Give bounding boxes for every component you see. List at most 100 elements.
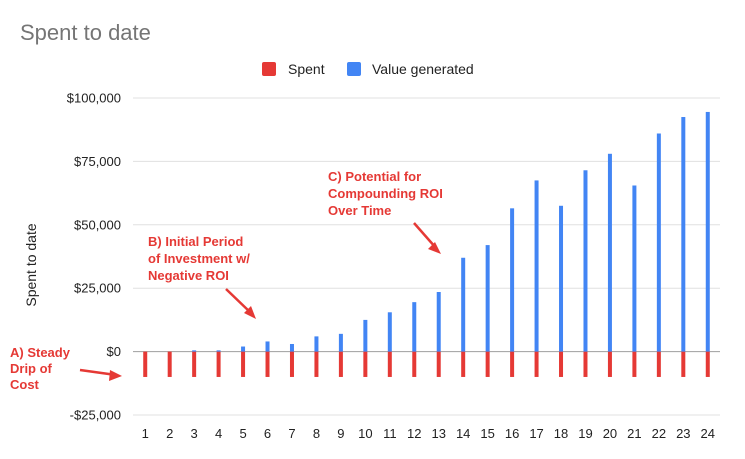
bar-value-generated bbox=[607, 153, 612, 352]
bar-value-generated bbox=[436, 292, 441, 352]
bar-spent bbox=[363, 351, 368, 377]
x-tick-label: 15 bbox=[480, 426, 494, 441]
bar-value-generated bbox=[192, 350, 197, 352]
x-tick-label: 10 bbox=[358, 426, 372, 441]
annotation-b: B) Initial Period of Investment w/ Negat… bbox=[148, 234, 256, 319]
annotation-c: C) Potential for Compounding ROI Over Ti… bbox=[328, 169, 443, 254]
bar-spent bbox=[583, 351, 588, 377]
bar-value-generated bbox=[241, 346, 246, 352]
bar-value-generated bbox=[314, 336, 319, 352]
bar-spent bbox=[705, 351, 710, 377]
x-tick-label: 1 bbox=[142, 426, 149, 441]
y-tick-labels: $100,000 $75,000 $50,000 $25,000 $0 -$25,000 bbox=[67, 91, 121, 423]
bar-spent bbox=[436, 351, 441, 377]
y-tick-label: -$25,000 bbox=[70, 408, 121, 423]
x-tick-label: 18 bbox=[554, 426, 568, 441]
x-tick-label: 6 bbox=[264, 426, 271, 441]
x-tick-label: 17 bbox=[529, 426, 543, 441]
bar-spent bbox=[461, 351, 466, 377]
annotation-c-line-2: Compounding ROI bbox=[328, 186, 443, 201]
x-tick-label: 5 bbox=[239, 426, 246, 441]
bar-value-generated bbox=[461, 257, 466, 352]
bar-spent bbox=[241, 351, 246, 377]
x-tick-label: 22 bbox=[652, 426, 666, 441]
legend: Spent Value generated bbox=[262, 61, 474, 77]
annotation-a-line-1: A) Steady bbox=[10, 345, 71, 360]
chart-title: Spent to date bbox=[20, 20, 151, 45]
bar-spent bbox=[167, 351, 172, 377]
bar-value-generated bbox=[510, 208, 515, 352]
y-tick-label: $100,000 bbox=[67, 91, 121, 106]
annotation-a-arrowhead-icon bbox=[109, 370, 122, 381]
annotation-c-line-1: C) Potential for bbox=[328, 169, 421, 184]
x-tick-label: 9 bbox=[337, 426, 344, 441]
x-tick-label: 11 bbox=[383, 426, 397, 441]
bar-value-generated bbox=[583, 170, 588, 352]
x-tick-label: 21 bbox=[627, 426, 641, 441]
bar-value-generated bbox=[632, 185, 637, 352]
bars bbox=[143, 111, 710, 377]
x-tick-label: 14 bbox=[456, 426, 470, 441]
annotation-b-line-1: B) Initial Period bbox=[148, 234, 243, 249]
bar-value-generated bbox=[485, 245, 490, 352]
bar-spent bbox=[485, 351, 490, 377]
x-tick-labels: 1 2 3 4 5 6 7 8 9 10 11 12 13 14 15 16 17 18 19 20 21 22 23 24 bbox=[142, 426, 715, 441]
bar-value-generated bbox=[387, 312, 392, 352]
x-tick-label: 2 bbox=[166, 426, 173, 441]
annotation-c-arrowhead-icon bbox=[428, 242, 441, 254]
x-tick-label: 8 bbox=[313, 426, 320, 441]
bar-spent bbox=[632, 351, 637, 377]
bar-spent bbox=[314, 351, 319, 377]
bar-spent bbox=[143, 351, 148, 377]
y-tick-label: $50,000 bbox=[74, 217, 121, 232]
legend-swatch-spent bbox=[262, 62, 276, 76]
annotation-c-arrow-icon bbox=[413, 222, 437, 249]
bar-spent bbox=[192, 351, 197, 377]
gridlines bbox=[133, 97, 720, 416]
bar-value-generated bbox=[656, 133, 661, 352]
x-tick-label: 7 bbox=[288, 426, 295, 441]
x-tick-label: 20 bbox=[603, 426, 617, 441]
bar-spent bbox=[607, 351, 612, 377]
legend-label-spent: Spent bbox=[288, 61, 325, 77]
bar-spent bbox=[265, 351, 270, 377]
x-tick-label: 23 bbox=[676, 426, 690, 441]
y-axis-label: Spent to date bbox=[23, 223, 39, 307]
x-tick-label: 19 bbox=[578, 426, 592, 441]
y-tick-label: $25,000 bbox=[74, 281, 121, 296]
bar-value-generated bbox=[705, 111, 710, 352]
bar-spent bbox=[681, 351, 686, 377]
annotation-b-line-3: Negative ROI bbox=[148, 268, 229, 283]
annotation-c-line-3: Over Time bbox=[328, 203, 391, 218]
x-tick-label: 12 bbox=[407, 426, 421, 441]
x-tick-label: 24 bbox=[701, 426, 715, 441]
x-tick-label: 4 bbox=[215, 426, 222, 441]
bar-value-generated bbox=[412, 302, 417, 352]
bar-value-generated bbox=[338, 333, 343, 352]
bar-spent bbox=[216, 351, 221, 377]
annotation-b-arrow-icon bbox=[225, 288, 252, 314]
bar-value-generated bbox=[681, 117, 686, 352]
annotation-b-line-2: of Investment w/ bbox=[148, 251, 250, 266]
bar-value-generated bbox=[559, 205, 564, 352]
bar-spent bbox=[559, 351, 564, 377]
annotation-a-line-3: Cost bbox=[10, 377, 40, 392]
x-tick-label: 13 bbox=[431, 426, 445, 441]
bar-spent bbox=[289, 351, 294, 377]
annotation-b-arrowhead-icon bbox=[244, 306, 256, 319]
y-tick-label: $75,000 bbox=[74, 154, 121, 169]
bar-spent bbox=[412, 351, 417, 377]
bar-spent bbox=[338, 351, 343, 377]
x-tick-label: 3 bbox=[191, 426, 198, 441]
bar-value-generated bbox=[363, 319, 368, 352]
legend-label-value: Value generated bbox=[372, 61, 474, 77]
bar-value-generated bbox=[265, 341, 270, 352]
bar-value-generated bbox=[534, 180, 539, 352]
bar-spent bbox=[387, 351, 392, 377]
bar-spent bbox=[510, 351, 515, 377]
bar-value-generated bbox=[216, 350, 221, 352]
legend-swatch-value bbox=[347, 62, 361, 76]
bar-spent bbox=[534, 351, 539, 377]
annotation-a-line-2: Drip of bbox=[10, 361, 53, 376]
